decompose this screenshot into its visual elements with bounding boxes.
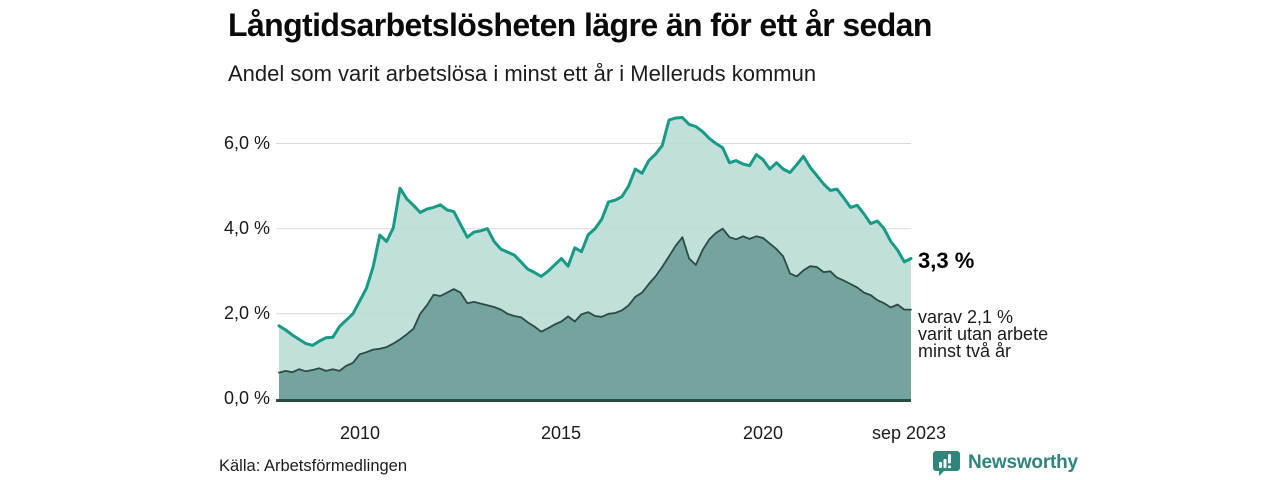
x-axis-tick-label: 2015: [540, 423, 582, 443]
x-axis-tick-label: 2020: [742, 423, 784, 443]
y-axis-tick-label: 6,0 %: [223, 133, 270, 153]
brand-logo: Newsworthy: [933, 450, 1078, 476]
source-credit: Källa: Arbetsförmedlingen: [219, 457, 408, 475]
y-axis-tick-label: 2,0 %: [223, 303, 270, 323]
page-title: Långtidsarbetslösheten lägre än för ett …: [228, 7, 932, 43]
x-axis-tick-label: 2010: [339, 423, 381, 443]
chart-subtitle: Andel som varit arbetslösa i minst ett å…: [228, 61, 817, 86]
area-series-min-two-years: [279, 228, 911, 399]
line-series-min-one-year: [277, 116, 913, 347]
annotation-two-year-note: varav 2,1 % varit utan arbete minst två …: [918, 307, 1049, 361]
newsworthy-logo-icon: [933, 451, 960, 476]
annotation-latest-value: 3,3 %: [918, 248, 975, 273]
y-axis-tick-label: 4,0 %: [223, 218, 270, 238]
brand-wordmark: Newsworthy: [968, 452, 1078, 473]
x-axis-tick-label: sep 2023: [871, 423, 947, 443]
annotation-line: varit utan arbete: [918, 324, 1049, 344]
line-series-min-two-years: [278, 227, 912, 374]
annotation-line: minst två år: [918, 341, 1012, 361]
y-axis-tick-label: 0,0 %: [223, 388, 270, 408]
annotation-line: varav 2,1 %: [918, 307, 1014, 327]
